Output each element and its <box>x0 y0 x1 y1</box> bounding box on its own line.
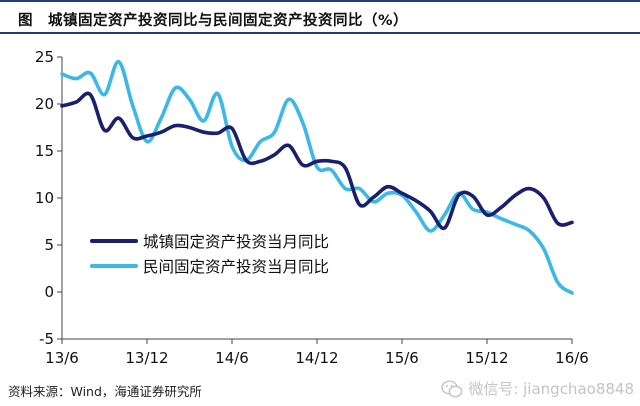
x-tick-label: 14/6 <box>215 349 249 367</box>
series-line-urban <box>60 91 574 231</box>
chart-title: 图 城镇固定资产投资同比与民间固定资产投资同比（%） <box>18 13 409 29</box>
legend-item-private-label: 民间固定资产投资当月同比 <box>143 258 329 276</box>
wechat-icon <box>441 379 463 397</box>
y-tick-label: 15 <box>35 142 54 160</box>
x-tick-label: 14/12 <box>295 349 338 367</box>
legend-item-urban-label: 城镇固定资产投资当月同比 <box>143 233 329 251</box>
y-tick-label: 5 <box>44 236 54 254</box>
source-note: 资料来源：Wind，海通证券研究所 <box>8 384 202 399</box>
x-tick-label: 13/6 <box>45 349 79 367</box>
y-tick-label: -5 <box>39 330 54 348</box>
y-tick-label: 0 <box>44 283 54 301</box>
y-tick-label: 10 <box>35 189 54 207</box>
watermark-text: 微信号: jiangchao8848 <box>468 380 634 398</box>
series-line-private <box>60 59 574 295</box>
x-tick-label: 15/12 <box>465 349 508 367</box>
watermark: 微信号: jiangchao8848 <box>441 378 634 399</box>
y-tick-label: 25 <box>35 48 54 66</box>
x-tick-label: 16/6 <box>555 349 589 367</box>
y-tick-label: 20 <box>35 95 54 113</box>
x-tick-label: 15/6 <box>385 349 419 367</box>
title-bar: 图 城镇固定资产投资同比与民间固定资产投资同比（%） <box>0 0 640 34</box>
x-tick-label: 13/12 <box>125 349 168 367</box>
